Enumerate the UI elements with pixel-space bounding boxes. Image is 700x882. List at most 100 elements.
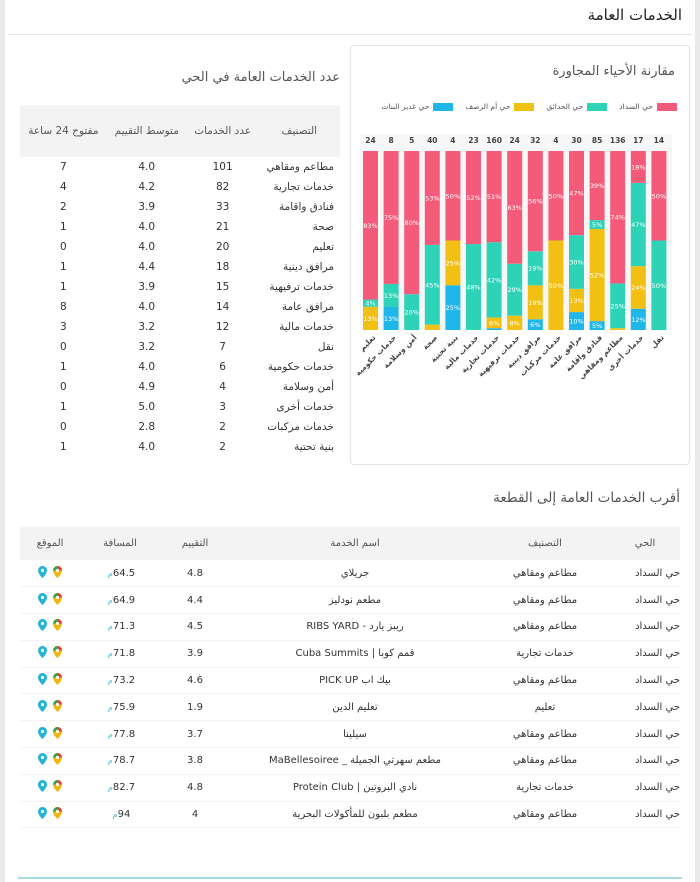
distance-unit: م xyxy=(107,783,113,793)
bar-segment[interactable] xyxy=(383,151,399,284)
map-pin-icon[interactable] xyxy=(38,673,47,688)
avg-rating-cell: 3.2 xyxy=(138,321,156,333)
bar-segment[interactable] xyxy=(486,242,502,318)
bar-segment[interactable] xyxy=(424,324,440,330)
segment-label: 51% xyxy=(487,193,501,201)
location-cell xyxy=(20,613,80,641)
bar-segment[interactable] xyxy=(527,151,543,252)
bar-total-label: 40 xyxy=(427,136,437,145)
bar-total-label: 4 xyxy=(450,136,455,145)
bar-segment[interactable] xyxy=(630,266,646,309)
open-24h-cell: 7 xyxy=(60,161,67,173)
bar-segment[interactable] xyxy=(630,182,646,267)
bar-segment[interactable] xyxy=(630,151,646,183)
map-pin-icon[interactable] xyxy=(38,619,47,634)
open-24h-cell: 1 xyxy=(60,401,67,413)
bar-segment[interactable] xyxy=(466,151,481,245)
bar-segment[interactable] xyxy=(630,308,646,330)
bar-segment[interactable] xyxy=(363,151,378,300)
service-count-cell: 20 xyxy=(215,241,230,253)
bar-segment[interactable] xyxy=(589,220,605,229)
legend-item[interactable]: حي السداد xyxy=(619,102,677,111)
bar-segment[interactable] xyxy=(486,328,502,330)
legend-item[interactable]: حي الحدائق xyxy=(546,102,608,111)
bar-segment[interactable] xyxy=(424,151,440,245)
google-maps-icon[interactable] xyxy=(53,780,62,795)
map-pin-icon[interactable] xyxy=(38,807,47,822)
bar-segment[interactable] xyxy=(610,328,626,330)
bar-segment[interactable] xyxy=(610,283,626,329)
rating-cell: 3.9 xyxy=(160,640,230,668)
google-maps-icon[interactable] xyxy=(53,753,62,768)
bar-segment[interactable] xyxy=(589,228,605,322)
bar-segment[interactable] xyxy=(404,294,420,330)
map-pin-icon[interactable] xyxy=(38,726,47,742)
bar-segment[interactable] xyxy=(569,288,584,313)
google-maps-icon[interactable] xyxy=(53,726,62,742)
bar-segment[interactable] xyxy=(589,321,605,330)
bar-segment[interactable] xyxy=(363,299,378,307)
table-row: أمن وسلامة 4 4.9 0 xyxy=(20,377,340,397)
map-pin-icon[interactable] xyxy=(38,565,47,581)
bar-segment[interactable] xyxy=(527,285,543,320)
bar-segment[interactable] xyxy=(445,151,461,241)
avg-rating-cell: 4.0 xyxy=(138,301,156,313)
bar-segment[interactable] xyxy=(363,306,378,330)
bar-segment[interactable] xyxy=(486,151,502,243)
distance-cell: 77.8م xyxy=(80,720,160,749)
distance-value: 78.7 xyxy=(112,755,136,767)
map-pin-icon[interactable] xyxy=(38,699,47,715)
bar-segment[interactable] xyxy=(548,151,564,241)
legend-item[interactable]: حي أم الرصف xyxy=(465,102,535,111)
map-pin-icon[interactable] xyxy=(38,753,47,768)
bar-segment[interactable] xyxy=(569,151,584,236)
location-cell xyxy=(20,801,80,829)
bar-segment[interactable] xyxy=(527,319,543,330)
bar-segment[interactable] xyxy=(527,251,543,286)
google-maps-icon[interactable] xyxy=(53,619,62,634)
google-maps-icon[interactable] xyxy=(53,807,62,822)
bar-segment[interactable] xyxy=(445,285,461,330)
segment-label: 42% xyxy=(487,276,501,284)
legend-item[interactable]: حي غدير البنات xyxy=(381,102,454,111)
google-maps-icon[interactable] xyxy=(53,673,62,688)
bar-segment[interactable] xyxy=(445,240,461,286)
map-pin-icon[interactable] xyxy=(38,592,47,608)
segment-label: 12% xyxy=(631,316,645,324)
map-pin-icon[interactable] xyxy=(38,780,47,795)
bar-segment[interactable] xyxy=(507,315,523,330)
bar-segment[interactable] xyxy=(569,312,584,330)
bar-segment[interactable] xyxy=(507,151,523,264)
bar-segment[interactable] xyxy=(569,235,584,289)
neighborhood-cell: حي السداد xyxy=(610,720,680,749)
legend-swatch xyxy=(657,103,677,111)
distance-cell: 82.7م xyxy=(80,774,160,802)
map-pin-icon[interactable] xyxy=(38,646,47,661)
distance-cell: 73.2م xyxy=(80,667,160,695)
open-24h-cell: 1 xyxy=(60,441,67,453)
bar-segment[interactable] xyxy=(507,263,523,316)
category-cell: مطاعم ومقاهي xyxy=(480,613,610,641)
bar-segment[interactable] xyxy=(383,283,399,307)
bar-segment[interactable] xyxy=(548,240,564,331)
google-maps-icon[interactable] xyxy=(53,592,62,608)
bar-total-label: 5 xyxy=(409,136,414,145)
bar-segment[interactable] xyxy=(424,244,440,325)
bar-segment[interactable] xyxy=(486,317,502,329)
open-24h-cell: 0 xyxy=(60,341,67,353)
bar-segment[interactable] xyxy=(610,151,626,284)
open-24h-cell: 1 xyxy=(60,281,67,293)
service-count-cell: 12 xyxy=(215,321,230,333)
bar-segment[interactable] xyxy=(466,244,481,330)
service-count-cell: 21 xyxy=(215,221,230,233)
google-maps-icon[interactable] xyxy=(53,699,62,715)
bar-segment[interactable] xyxy=(589,151,605,221)
bar-segment[interactable] xyxy=(383,306,399,330)
bar-segment[interactable] xyxy=(651,151,667,241)
bar-segment[interactable] xyxy=(651,240,667,331)
google-maps-icon[interactable] xyxy=(53,565,62,581)
bar-segment[interactable] xyxy=(404,151,420,295)
neighborhood-cell: حي السداد xyxy=(610,693,680,722)
google-maps-icon[interactable] xyxy=(53,646,62,661)
